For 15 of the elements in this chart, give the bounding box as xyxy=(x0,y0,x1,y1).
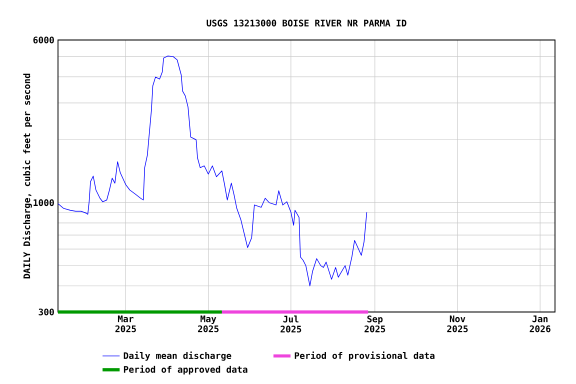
x-tick-label: May 2025 xyxy=(198,316,219,332)
x-tick-label: Jul 2025 xyxy=(280,316,302,332)
x-tick-label: Mar 2025 xyxy=(115,316,136,332)
x-tick-label: Jan 2026 xyxy=(530,316,550,332)
legend-label: Period of provisional data xyxy=(294,352,434,361)
chart-title: USGS 13213000 BOISE RIVER NR PARMA ID xyxy=(206,20,406,26)
line-series xyxy=(58,56,368,286)
x-tick-label: Sep 2025 xyxy=(364,316,386,332)
x-tick-label: Nov 2025 xyxy=(447,316,468,332)
y-tick-label: 300 xyxy=(38,308,54,316)
y-axis-title: DAILY Discharge, cubic feet per second xyxy=(22,74,32,278)
y-tick-label: 1000 xyxy=(34,199,54,206)
y-tick-label: 6000 xyxy=(33,36,54,44)
legend-label: Period of approved data xyxy=(124,365,248,375)
legend-label: Daily mean discharge xyxy=(124,352,232,361)
